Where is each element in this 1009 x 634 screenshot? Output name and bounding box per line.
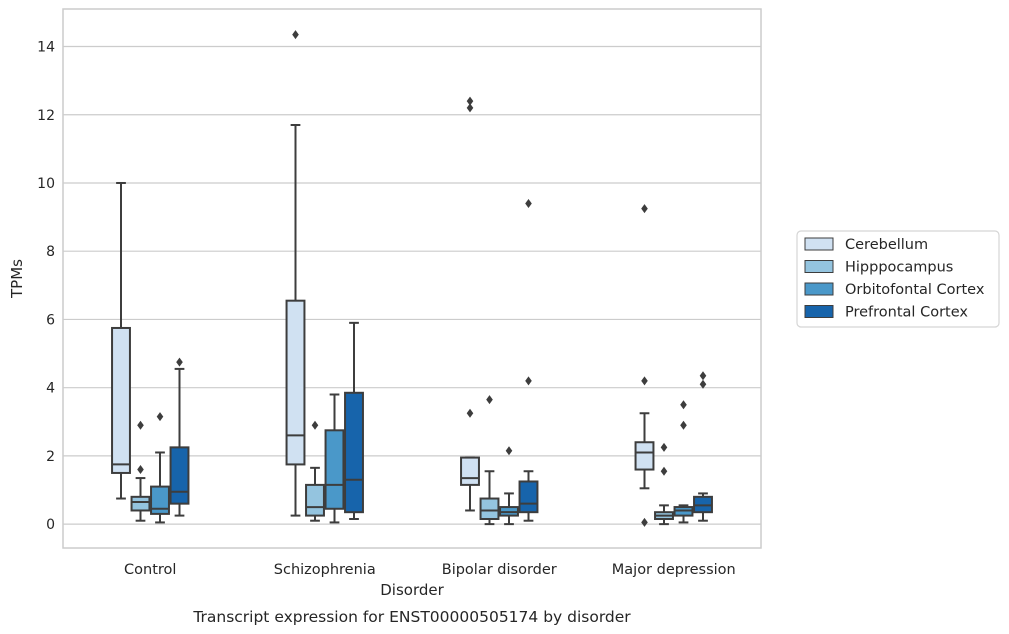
outlier-point <box>137 465 144 475</box>
outlier-point <box>641 376 648 386</box>
x-axis-label: Disorder <box>380 581 444 599</box>
box-iqr <box>150 485 170 515</box>
box-iqr <box>111 326 131 474</box>
legend-label: Cerebellum <box>845 237 928 253</box>
outlier-point <box>505 446 513 456</box>
y-axis-label: TPMs <box>8 259 26 299</box>
chart-caption: Transcript expression for ENST0000050517… <box>192 608 631 626</box>
y-tick-label: 10 <box>37 176 55 192</box>
outlier-point <box>660 466 668 476</box>
x-axis-ticks: Control Schizophrenia Bipolar disorder Majo… <box>124 562 736 578</box>
x-tick-label: Control <box>124 562 176 578</box>
outlier-point <box>525 198 532 208</box>
box-iqr <box>479 497 500 521</box>
legend-label: Hipppocampus <box>845 260 953 276</box>
outlier-point <box>699 371 707 381</box>
box-iqr <box>130 495 151 512</box>
x-tick-label: Bipolar disorder <box>442 562 557 578</box>
box-iqr <box>285 299 306 466</box>
outlier-point <box>137 420 144 430</box>
y-tick-label: 0 <box>46 517 55 533</box>
legend-swatch <box>804 282 834 296</box>
box-iqr <box>460 456 480 486</box>
outlier-point <box>525 376 532 386</box>
legend-label: Orbitofontal Cortex <box>845 282 985 298</box>
box-iqr <box>518 480 539 514</box>
gridlines <box>63 45 761 525</box>
outlier-point <box>466 408 474 418</box>
box <box>324 393 345 524</box>
legend-swatch <box>804 237 834 251</box>
y-tick-label: 2 <box>46 449 55 465</box>
outlier-point <box>660 442 668 452</box>
box <box>693 371 713 522</box>
box-iqr <box>344 391 364 514</box>
x-tick-label: Schizophrenia <box>274 562 376 578</box>
outlier-point <box>641 517 648 527</box>
outlier-point <box>486 395 493 405</box>
box <box>305 420 325 522</box>
outlier-point <box>176 357 183 367</box>
box <box>499 446 519 526</box>
outlier-point <box>699 379 707 389</box>
legend: Cerebellum Hipppocampus Orbitofontal Corte… <box>796 230 1000 328</box>
box <box>518 198 539 522</box>
plot-frame <box>62 8 762 549</box>
box <box>673 400 694 524</box>
box <box>634 204 655 527</box>
legend-swatch <box>804 260 834 273</box>
outlier-point <box>466 103 474 113</box>
box <box>130 420 151 522</box>
box-iqr <box>305 483 325 517</box>
box <box>460 96 480 512</box>
legend-frame <box>796 230 1000 328</box>
x-tick-label: Major depression <box>612 562 736 578</box>
box <box>479 395 500 526</box>
box <box>285 30 306 517</box>
outlier-point <box>680 400 687 410</box>
y-tick-label: 8 <box>46 244 55 260</box>
outlier-point <box>156 412 164 422</box>
outlier-point <box>292 30 299 40</box>
box-series <box>111 30 713 527</box>
legend-swatch <box>804 305 834 318</box>
box <box>111 181 131 500</box>
y-tick-label: 4 <box>46 381 55 397</box>
y-tick-label: 6 <box>46 312 55 328</box>
outlier-point <box>466 96 474 106</box>
box <box>344 321 364 521</box>
outlier-point <box>641 204 648 214</box>
box <box>654 442 674 526</box>
outlier-point <box>311 420 319 430</box>
outlier-point <box>680 420 687 430</box>
y-tick-label: 12 <box>37 108 55 124</box>
box <box>169 357 190 517</box>
box-iqr <box>324 429 345 510</box>
y-axis-ticks: 0 2 4 6 8 10 12 14 <box>37 40 55 534</box>
legend-label: Prefrontal Cortex <box>845 305 968 321</box>
box <box>150 412 170 524</box>
y-tick-label: 14 <box>37 40 55 56</box>
box-iqr <box>169 446 190 505</box>
box-iqr <box>634 441 655 471</box>
